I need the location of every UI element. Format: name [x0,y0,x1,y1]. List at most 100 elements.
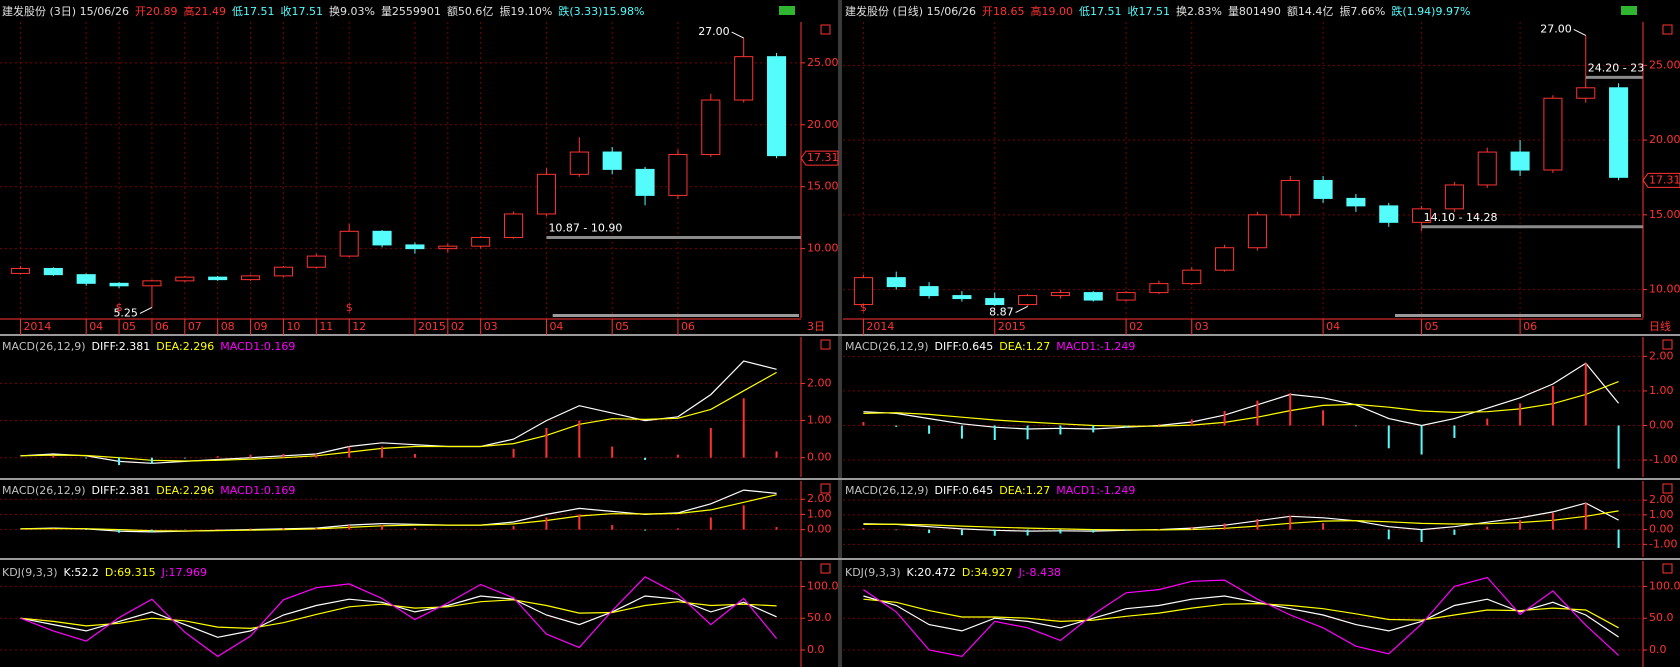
candle-body [405,244,425,250]
x-tick-label: 11 [319,320,333,333]
y-tick-label: 10.00 [807,242,839,255]
header-item: K:52.2 [64,566,99,579]
candle-body [1018,295,1038,306]
header-item: J:17.969 [161,566,207,579]
header-item: MACD(26,12,9) [845,340,929,353]
money-icon [1621,6,1637,15]
header-item: DEA:1.27 [999,340,1050,353]
x-tick-label: 03 [1195,320,1209,333]
y-tick-label: 0.00 [1649,418,1674,431]
y-tick-label: 100.0 [807,579,839,592]
header-item: 振19.10% [499,4,552,18]
header-item: 低17.51 [1079,5,1122,18]
header-item: 低17.51 [232,5,275,18]
header-item: DEA:2.296 [156,484,214,497]
candle-body [471,236,491,247]
x-tick-label: 04 [549,320,563,333]
annotation-label: 27.00 [1540,22,1572,35]
y-tick-label: 0.0 [1649,643,1667,656]
x-tick-label: 05 [122,320,136,333]
indicator-line [20,494,777,532]
range-label: 24.20 - 23 [1588,61,1644,74]
y-tick-label: 50.0 [807,611,832,624]
y-tick-label: 10.00 [1649,283,1680,296]
candle-body [734,56,754,101]
header-item: 高19.00 [1030,4,1073,18]
candle-body [1116,292,1136,301]
candle-body [1215,247,1235,271]
header-item: 开18.65 [982,5,1025,18]
annotation-label: 5.25 [113,306,138,319]
header-item: KDJ(9,3,3) [2,566,58,579]
y-tick-label: 25.00 [1649,58,1680,71]
price-tag-label: 17.31 [1649,173,1680,186]
indicator-line [863,576,1620,658]
header-item: 换9.03% [329,4,375,18]
y-tick-label: 25.00 [807,56,839,69]
header-item: MACD(26,12,9) [845,484,929,497]
panel-header: MACD(26,12,9) DIFF:0.645 DEA:1.27 MACD1:-1.… [845,340,1135,353]
candle-body [438,245,458,250]
panel-icon [820,483,831,494]
header-item: 额50.6亿 [447,5,494,18]
y-tick-label: 2.00 [1649,493,1674,506]
candle-body [306,255,326,268]
candle-body [1510,151,1530,171]
dividend-marker: $ [116,301,123,314]
header-item: J:-8.438 [1018,566,1061,579]
x-tick-label: 12 [352,320,366,333]
candle-body [602,151,622,170]
scrollbar [1395,314,1641,317]
y-tick-label: 0.00 [807,451,832,464]
header-item: K:20.472 [907,566,956,579]
candle-body [273,266,293,277]
candle-body [208,276,228,281]
panel-icon [820,563,831,574]
x-tick-label: 07 [188,320,202,333]
x-tick-label: 03 [484,320,498,333]
panel-icon [820,24,831,35]
header-item: MACD(26,12,9) [2,484,86,497]
x-tick-label: 08 [221,320,235,333]
y-tick-label: 2.00 [1649,349,1674,362]
money-icon [779,6,795,15]
header-item: 额14.4亿 [1287,5,1334,18]
candle-body [635,168,655,196]
indicator-line [863,502,1619,532]
candle-body [1083,292,1103,301]
header-item: 量2559901 [381,5,441,18]
candle-body [1182,269,1202,285]
dividend-marker: $ [860,301,867,314]
candle-body [701,99,721,156]
x-tick-label: 2014 [23,320,51,333]
x-tick-label: 06 [155,320,169,333]
y-tick-label: 2.00 [807,492,832,505]
candle-body [1247,214,1267,249]
annotation-leader [1573,29,1586,36]
indicator-line [20,576,778,658]
panel-header: MACD(26,12,9) DIFF:0.645 DEA:1.27 MACD1:-1.… [845,484,1135,497]
candle-body [504,213,524,238]
header-item: DEA:2.296 [156,340,214,353]
candle-body [1379,205,1399,223]
annotation-label: 8.87 [989,305,1014,318]
panel-icon [1662,563,1673,574]
panel-header: MACD(26,12,9) DIFF:2.381 DEA:2.296 MACD1:0.… [2,484,295,497]
indicator-line [20,595,777,638]
x-tick-label: 02 [1129,320,1143,333]
header-item: MACD1:-1.249 [1056,340,1135,353]
header-item: DIFF:2.381 [92,484,151,497]
header-item: 开20.89 [135,5,178,18]
x-tick-label: 2014 [866,320,894,333]
header-item: MACD(26,12,9) [2,340,86,353]
panel-header: KDJ(9,3,3) K:52.2 D:69.315 J:17.969 [2,566,207,579]
header-item: 振7.66% [1339,4,1385,18]
price-tag [1642,172,1680,188]
indicator-line [863,598,1619,629]
x-tick-label: 05 [615,320,629,333]
x-tick-label: 04 [89,320,103,333]
candle-body [372,230,392,246]
indicator-line [863,595,1619,638]
